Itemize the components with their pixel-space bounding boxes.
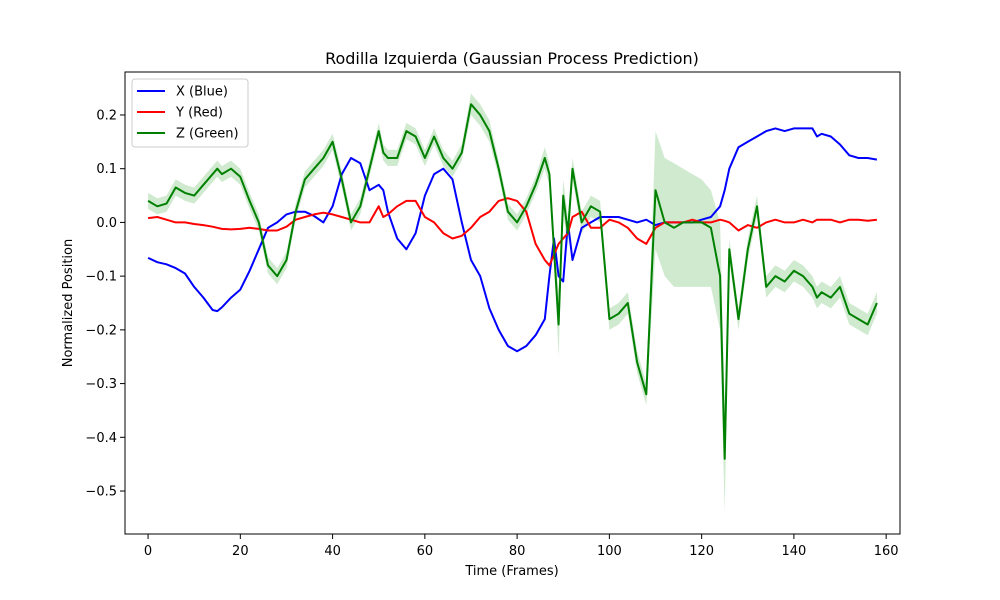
y-tick-label: −0.4 [85,431,117,446]
axis-ticks: 0 20 40 60 80 100 120 140 160 0.2 0.1 0.0 −0.1 −0.2 −0… [85,108,898,559]
series-line-1 [147,197,878,267]
y-tick-label: −0.1 [85,270,117,285]
x-tick-label: 60 [417,544,434,559]
x-tick-label: 120 [689,544,714,559]
x-tick-label: 20 [232,544,249,559]
plot-frame [124,71,901,535]
y-tick-label: −0.3 [85,377,117,392]
legend-label-2: Z (Green) [176,127,239,142]
y-tick-label: −0.5 [85,485,117,500]
chart-title: Rodilla Izquierda (Gaussian Process Pred… [325,49,699,68]
y-tick-label: −0.2 [85,323,117,338]
plot-area [147,93,878,513]
series-line-2 [147,103,878,460]
x-tick-label: 0 [144,544,152,559]
x-tick-label: 140 [781,544,806,559]
x-axis-label: Time (Frames) [464,564,558,579]
x-tick-label: 80 [509,544,526,559]
legend-label-1: Y (Red) [175,106,223,121]
x-tick-label: 40 [324,544,341,559]
y-axis-label: Normalized Position [61,239,76,367]
series-2-confidence-band [148,93,877,513]
legend: X (Blue) Y (Red) Z (Green) [131,78,249,148]
x-tick-label: 160 [874,544,899,559]
legend-box [131,78,249,148]
x-tick-label: 100 [597,544,622,559]
series-line-0 [147,127,878,353]
y-tick-label: 0.2 [96,108,117,123]
y-tick-label: 0.1 [96,162,117,177]
y-tick-label: 0.0 [96,216,117,231]
legend-label-0: X (Blue) [176,85,228,100]
